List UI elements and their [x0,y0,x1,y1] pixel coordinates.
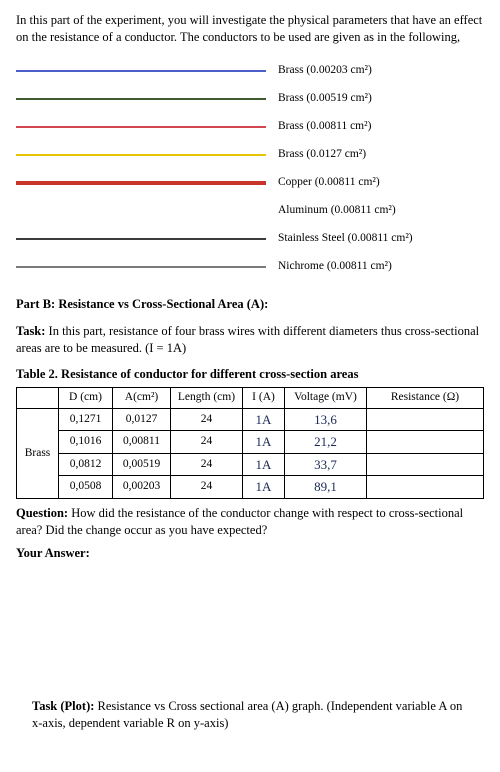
cell-a: 0,00519 [113,453,171,476]
cell-r [367,431,484,454]
table-caption: Table 2. Resistance of conductor for dif… [16,366,484,383]
cell-v: 89,1 [285,476,367,499]
plot-task-label: Task (Plot): [32,699,94,713]
cell-d: 0,1016 [59,431,113,454]
legend-line [16,98,266,100]
cell-i: 1A [243,476,285,499]
col-i: I (A) [243,388,285,409]
legend-row: Stainless Steel (0.00811 cm²) [16,228,484,250]
col-v: Voltage (mV) [285,388,367,409]
cell-r [367,408,484,431]
legend-line [16,70,266,72]
header-blank [17,388,59,409]
cell-v: 13,6 [285,408,367,431]
resistance-table: D (cm)A(cm²)Length (cm)I (A)Voltage (mV)… [16,387,484,499]
legend-label: Nichrome (0.00811 cm²) [278,259,392,275]
legend-row: Nichrome (0.00811 cm²) [16,256,484,278]
col-len: Length (cm) [171,388,243,409]
legend-label: Stainless Steel (0.00811 cm²) [278,231,413,247]
answer-space [16,562,484,772]
legend-label: Brass (0.00203 cm²) [278,63,372,79]
col-a: A(cm²) [113,388,171,409]
question-paragraph: Question: How did the resistance of the … [16,505,484,539]
conductor-legend: Brass (0.00203 cm²) Brass (0.00519 cm²) Br… [16,60,484,278]
cell-d: 0,0508 [59,476,113,499]
your-answer-label: Your Answer: [16,545,484,562]
cell-d: 0,0812 [59,453,113,476]
legend-row: Copper (0.00811 cm²) [16,172,484,194]
legend-line [16,210,266,212]
col-r: Resistance (Ω) [367,388,484,409]
cell-v: 33,7 [285,453,367,476]
legend-label: Brass (0.0127 cm²) [278,147,366,163]
legend-row: Brass (0.0127 cm²) [16,144,484,166]
cell-i: 1A [243,431,285,454]
task-label: Task: [16,324,45,338]
legend-label: Copper (0.00811 cm²) [278,175,380,191]
table-row: 0,05080,00203241A89,1 [17,476,484,499]
cell-r [367,453,484,476]
cell-a: 0,00203 [113,476,171,499]
legend-row: Brass (0.00811 cm²) [16,116,484,138]
table-row: 0,08120,00519241A33,7 [17,453,484,476]
legend-label: Brass (0.00811 cm²) [278,119,371,135]
cell-len: 24 [171,476,243,499]
cell-len: 24 [171,431,243,454]
cell-v: 21,2 [285,431,367,454]
table-header-row: D (cm)A(cm²)Length (cm)I (A)Voltage (mV)… [17,388,484,409]
cell-a: 0,0127 [113,408,171,431]
task-text: In this part, resistance of four brass w… [16,324,479,355]
task-paragraph: Task: In this part, resistance of four b… [16,323,484,357]
table-row: 0,10160,00811241A21,2 [17,431,484,454]
cell-i: 1A [243,453,285,476]
cell-len: 24 [171,453,243,476]
legend-label: Brass (0.00519 cm²) [278,91,372,107]
table-row: Brass0,12710,0127241A13,6 [17,408,484,431]
legend-line [16,238,266,240]
cell-i: 1A [243,408,285,431]
legend-row: Brass (0.00203 cm²) [16,60,484,82]
part-b-title: Part B: Resistance vs Cross-Sectional Ar… [16,296,484,313]
cell-r [367,476,484,499]
cell-a: 0,00811 [113,431,171,454]
plot-task-text: Resistance vs Cross sectional area (A) g… [32,699,462,730]
legend-line [16,154,266,156]
legend-row: Aluminum (0.00811 cm²) [16,200,484,222]
legend-label: Aluminum (0.00811 cm²) [278,203,396,219]
plot-task: Task (Plot): Resistance vs Cross section… [32,698,468,732]
intro-text: In this part of the experiment, you will… [16,12,484,46]
legend-line [16,266,266,268]
question-label: Question: [16,506,68,520]
col-d: D (cm) [59,388,113,409]
legend-line [16,181,266,185]
rowhead-brass: Brass [17,408,59,498]
question-text: How did the resistance of the conductor … [16,506,463,537]
legend-line [16,126,266,128]
legend-row: Brass (0.00519 cm²) [16,88,484,110]
cell-len: 24 [171,408,243,431]
cell-d: 0,1271 [59,408,113,431]
